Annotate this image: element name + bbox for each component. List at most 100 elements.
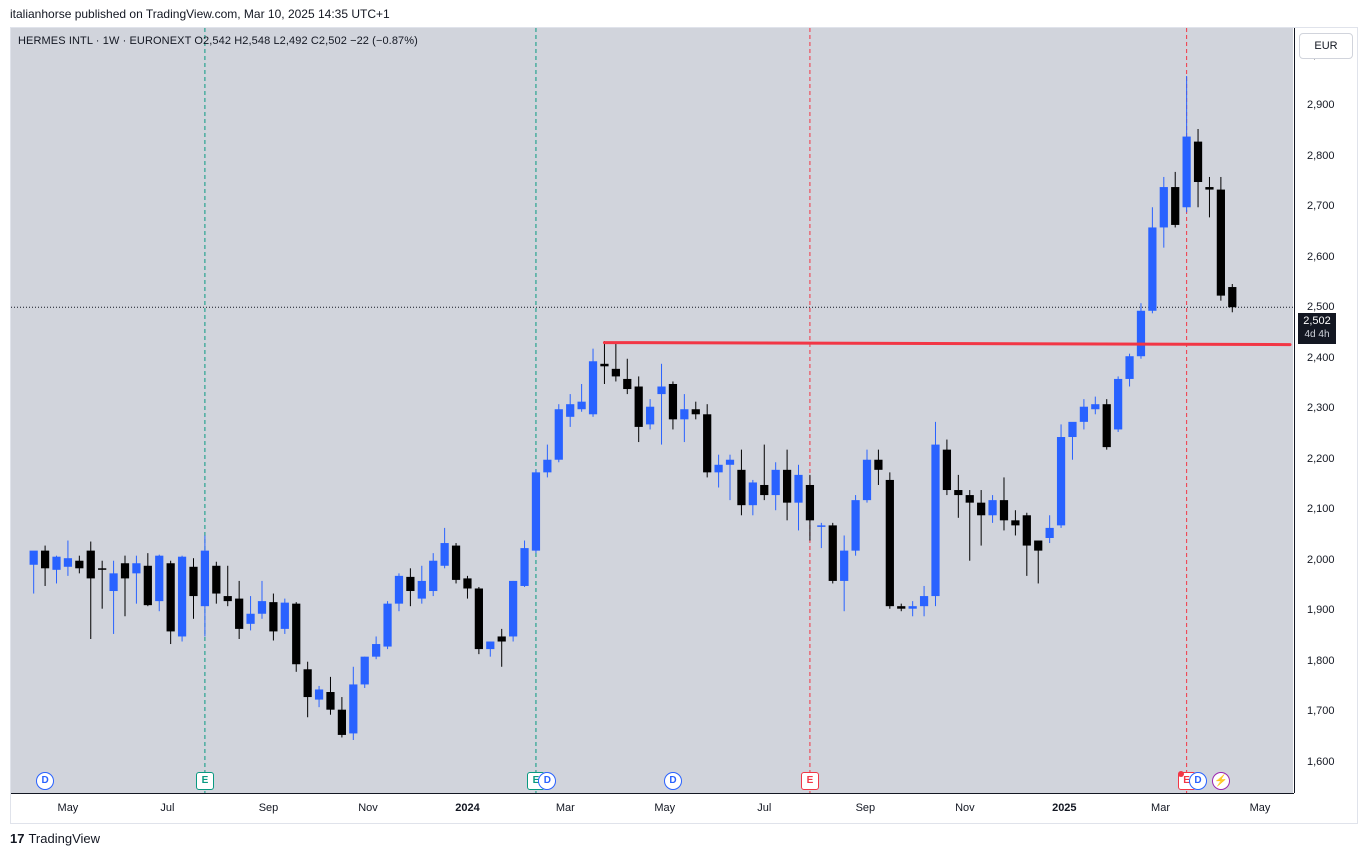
- candle-body: [623, 378, 632, 390]
- time-tick-label: Jul: [160, 802, 175, 814]
- candle-body: [40, 550, 50, 569]
- candle-body: [1125, 356, 1134, 379]
- candle-body: [303, 669, 312, 698]
- candle-body: [509, 580, 518, 637]
- candle-body: [771, 469, 780, 496]
- candle-body: [383, 603, 392, 647]
- time-tick-label: May: [1249, 802, 1271, 814]
- time-tick-label: Jul: [757, 802, 772, 814]
- candle-body: [120, 563, 130, 579]
- plot-area[interactable]: [11, 28, 1293, 793]
- time-tick-label: Nov: [358, 802, 378, 814]
- last-price-label: 2,502 4d 4h: [1298, 313, 1336, 344]
- candle-body: [657, 386, 666, 395]
- candle-body: [908, 606, 917, 609]
- candle-body: [691, 409, 700, 415]
- news-bolt-icon[interactable]: ⚡: [1211, 772, 1230, 790]
- time-axis[interactable]: May Jul Sep Nov 2024 Mar May Jul Sep Nov 2025 Mar Ma…: [11, 793, 1294, 822]
- candle-body: [440, 543, 449, 566]
- candle-body: [977, 502, 986, 516]
- bar-countdown: 4d 4h: [1304, 329, 1330, 340]
- candle-body: [1114, 378, 1123, 430]
- candle-body: [885, 479, 894, 607]
- candle-body: [349, 684, 358, 734]
- candle-body: [372, 644, 381, 657]
- candle-body: [531, 472, 541, 551]
- candle-body: [166, 563, 175, 632]
- candle-body: [840, 550, 849, 581]
- candle-body: [52, 556, 61, 570]
- candle-body: [292, 603, 301, 665]
- candle-body: [497, 636, 506, 642]
- candle-body: [805, 484, 815, 521]
- candle-body: [725, 459, 735, 465]
- candle-body: [748, 482, 757, 506]
- candle-body: [257, 601, 267, 614]
- earnings-marker[interactable]: E: [195, 772, 214, 790]
- notification-dot: [1178, 771, 1184, 777]
- candle-body: [600, 363, 609, 367]
- time-tick-label: May: [654, 802, 676, 814]
- candle-body: [577, 401, 586, 410]
- candle-body: [235, 598, 244, 629]
- candle-body: [1011, 520, 1020, 526]
- candle-body: [1216, 189, 1225, 296]
- candle-body: [919, 596, 929, 607]
- candle-body: [668, 383, 678, 420]
- candle-body: [1079, 406, 1089, 422]
- price-tick-label: 1,800: [1307, 654, 1335, 667]
- price-tick-label: 2,300: [1307, 402, 1335, 415]
- candle-body: [588, 361, 598, 415]
- time-tick-label: Sep: [855, 802, 876, 814]
- time-tick-label: Nov: [955, 802, 975, 814]
- candle-body: [942, 449, 952, 491]
- candle-body: [1228, 287, 1237, 308]
- candle-body: [554, 409, 563, 460]
- candle-body: [566, 404, 575, 417]
- currency-button[interactable]: EUR: [1299, 33, 1353, 59]
- tradingview-brand[interactable]: 17 TradingView: [10, 831, 100, 846]
- time-tick-label: May: [57, 802, 79, 814]
- candle-body: [280, 602, 289, 629]
- publish-info: italianhorse published on TradingView.co…: [10, 7, 390, 21]
- price-tick-label: 2,700: [1307, 200, 1335, 213]
- dividend-marker[interactable]: D: [1189, 772, 1208, 790]
- price-tick-label: 2,200: [1307, 452, 1335, 465]
- candle-body: [451, 545, 461, 580]
- candle-body: [132, 563, 141, 574]
- candle-body: [326, 692, 335, 710]
- last-price-value: 2,502: [1303, 315, 1331, 327]
- candle-body: [155, 555, 164, 602]
- candle-body: [634, 386, 643, 427]
- candle-body: [988, 500, 997, 516]
- candle-body: [645, 406, 655, 425]
- candle-body: [75, 560, 84, 569]
- candle-body: [851, 500, 860, 551]
- time-tick-label: Sep: [258, 802, 279, 814]
- candle-body: [223, 596, 232, 602]
- candle-body: [874, 459, 883, 470]
- candle-body: [463, 578, 472, 589]
- price-tick-label: 2,400: [1307, 351, 1335, 364]
- candle-body: [143, 565, 152, 606]
- price-tick-label: 2,600: [1307, 250, 1335, 263]
- brand-name: TradingView: [28, 831, 101, 846]
- candle-body: [862, 459, 872, 501]
- candle-body: [486, 641, 495, 650]
- candle-body: [109, 573, 118, 592]
- candle-body: [714, 464, 723, 473]
- candle-body: [737, 469, 746, 506]
- candle-body: [520, 548, 529, 586]
- dividend-marker[interactable]: D: [538, 772, 557, 790]
- price-axis[interactable]: 3,0002,9002,8002,7002,6002,5002,4002,300…: [1294, 28, 1356, 793]
- time-tick-label: Mar: [555, 802, 575, 814]
- price-tick-label: 1,900: [1307, 604, 1335, 617]
- price-tick-label: 2,800: [1307, 149, 1335, 162]
- price-tick-label: 2,500: [1307, 301, 1335, 314]
- earnings-marker[interactable]: E: [800, 772, 819, 790]
- candle-body: [782, 469, 792, 503]
- price-tick-label: 2,000: [1307, 553, 1335, 566]
- dividend-marker[interactable]: D: [36, 772, 55, 790]
- candle-body: [429, 560, 438, 592]
- dividend-marker[interactable]: D: [663, 772, 682, 790]
